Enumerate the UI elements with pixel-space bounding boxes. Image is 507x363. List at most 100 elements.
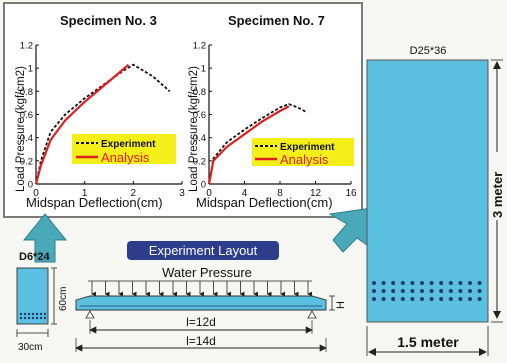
chart1-y-tick-label: 0.8 (20, 87, 33, 98)
chart1-legend-box (72, 134, 176, 164)
panel-rebar-dot (439, 281, 444, 285)
panel-rebar-dot (458, 281, 463, 285)
panel-rebar-dot (372, 297, 376, 301)
chart2-legend: Experiment Analysis (252, 138, 354, 167)
section-rebar-dot (27, 312, 31, 316)
panel-rebar-label: D25*36 (410, 45, 447, 57)
panel-rebar-dot (381, 289, 386, 293)
chart1-y-tick-label: 1.2 (20, 41, 33, 52)
chart1-series-analysis (34, 63, 130, 185)
chart1-y-tick-label: 0.4 (20, 133, 33, 144)
support-left-icon (85, 310, 95, 319)
chart1-legend-experiment: Experiment (101, 139, 156, 150)
chart1-x-tick-label: 2 (131, 188, 137, 199)
panel-rebar-dot (391, 289, 396, 293)
chart1-series-experiment (35, 63, 171, 185)
panel-rebar-dot (468, 289, 472, 293)
chart2-xlabel: Midspan Deflection(cm) (196, 195, 333, 210)
water-pressure-label: Water Pressure (162, 265, 252, 280)
chart2-axes: 0 0.2 0.4 0.6 0.8 1 1.2 0 4 8 12 16 (193, 41, 357, 200)
panel-rebar-dot (439, 297, 444, 301)
section-rect (16, 267, 49, 325)
section-rebar-dot (19, 316, 23, 320)
section-rebar-dot (23, 312, 27, 316)
panel-rebar-dot (381, 281, 386, 285)
chart2-y-tick-label: 0 (201, 180, 206, 191)
chart2-x-tick-label: 0 (206, 188, 212, 199)
panel-height-label: 3 meter (490, 172, 505, 218)
panel-rebar-dot (420, 297, 424, 301)
section-rebar-dot (35, 312, 39, 316)
teal-arrow-left (22, 213, 68, 263)
panel-rebar-dot (410, 297, 415, 301)
panel-rebar-dot (458, 289, 463, 293)
section-rebar-dot (31, 316, 35, 320)
panel-height-label-bg (490, 152, 504, 220)
chart2-series-experiment (208, 103, 308, 185)
chart2-x-tick-label: 12 (310, 188, 322, 199)
panel-rebar-dot (448, 289, 453, 293)
section-height-label: 60cm (58, 287, 69, 311)
panel-rebar-dot (477, 281, 482, 285)
section-rebar-dot (43, 312, 47, 316)
h-label: H (335, 301, 347, 309)
chart1-x-tick-label: 1 (82, 188, 88, 199)
panel-rebar-dot (458, 297, 463, 301)
section-rebar-dot (31, 312, 35, 316)
beam (75, 295, 327, 311)
chart1-y-tick-label: 0.6 (20, 110, 33, 121)
chart2-legend-analysis: Analysis (280, 152, 329, 167)
section-width-label: 30cm (18, 342, 42, 353)
chart1-x-tick-label: 0 (33, 188, 39, 199)
chart1-legend-analysis: Analysis (101, 150, 150, 165)
panel-rebar-dot (468, 281, 472, 285)
panel-rebar-dot (429, 289, 434, 293)
panel-rebar-dot (477, 289, 482, 293)
chart1-y-tick-label: 1 (28, 64, 33, 75)
chart2-y-tick-label: 0.4 (193, 133, 206, 144)
section-rebar-dot (19, 312, 23, 316)
panel-rebar-dot (410, 289, 415, 293)
panel-rebar-dot (391, 281, 396, 285)
chart1-ylabel: Load Pressure (kgf/cm2) (15, 66, 27, 192)
panel-rebar-dot (420, 289, 424, 293)
panel-rebar-dot (429, 297, 434, 301)
panel-rebar-dot (400, 281, 405, 285)
chart2-x-tick-label: 4 (242, 188, 248, 199)
layout-badge-text: Experiment Layout (149, 243, 258, 258)
panel-rebar-dot (448, 281, 453, 285)
section-rebar-dot (39, 316, 43, 320)
chart2-x-tick-label: 8 (277, 188, 283, 199)
chart2-y-tick-label: 0.2 (193, 156, 206, 167)
panel-width-label: 1.5 meter (397, 334, 459, 350)
chart2-ylabel: Load Pressure (kgf/cm2) (188, 66, 200, 192)
panel-rebar-dot (391, 297, 396, 301)
span-inner-label: l=12d (186, 315, 216, 329)
panel-rebar-dot (372, 281, 376, 285)
chart1-series (34, 63, 171, 185)
section-rebar-dot (43, 316, 47, 320)
chart2-y-tick-label: 0.6 (193, 110, 206, 121)
chart1-y-tick-label: 0 (28, 180, 33, 191)
support-right-icon (307, 310, 317, 319)
section-rebar-label: D6*24 (19, 251, 50, 263)
chart1-axes: 0 0.2 0.4 0.6 0.8 1 1.2 0 1 2 3 (20, 41, 185, 200)
chart2-legend-box (252, 138, 354, 166)
section-rebar-dot (23, 316, 27, 320)
chart2-y-tick-label: 0.8 (193, 87, 206, 98)
section-rebar-dot (35, 316, 39, 320)
panel-rect (366, 59, 489, 323)
span-outer-label: l=14d (186, 334, 216, 348)
chart2-series (207, 103, 308, 185)
chart2-legend-experiment: Experiment (280, 142, 335, 153)
panel-rebar-dot (468, 297, 472, 301)
panel-rebar-dot (400, 289, 405, 293)
panel-rebar-dot (448, 297, 453, 301)
chart1-x-tick-label: 3 (179, 188, 185, 199)
section-rebar-dot (27, 316, 31, 320)
panel-rebar-dot (400, 297, 405, 301)
panel-rebar-dot (410, 281, 415, 285)
chart2-y-tick-label: 1.2 (193, 41, 206, 52)
pressure-arrows (88, 280, 312, 297)
